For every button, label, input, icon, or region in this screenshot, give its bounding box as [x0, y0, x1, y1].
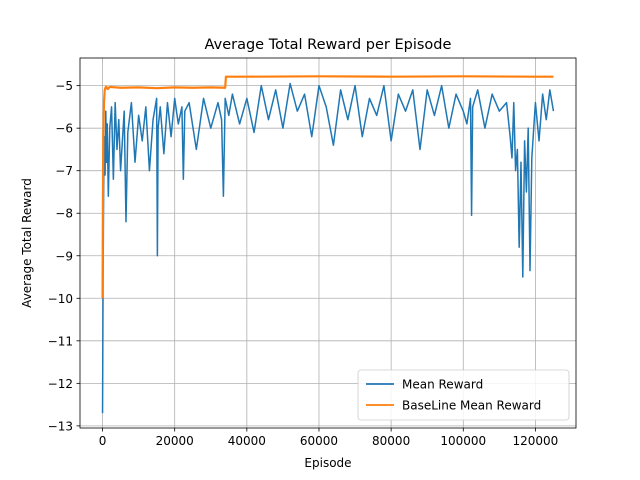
baseline-mean-reward-line	[101, 75, 554, 299]
y-tick-label: −10	[48, 292, 73, 306]
y-axis-label: Average Total Reward	[20, 178, 34, 308]
x-tick-label: 0	[99, 434, 107, 448]
y-tick-label: −7	[55, 164, 73, 178]
legend-box	[357, 369, 570, 421]
x-tick-label: 40000	[228, 434, 266, 448]
axes-frame	[79, 57, 577, 429]
y-tick-label: −11	[48, 334, 73, 348]
y-tick-label: −13	[48, 419, 73, 433]
y-tick-label: −9	[55, 249, 73, 263]
legend-label: Mean Reward	[402, 378, 483, 392]
legend: Mean Reward BaseLine Mean Reward	[357, 369, 570, 421]
x-tick-label: 20000	[156, 434, 194, 448]
x-axis-label: Episode	[304, 456, 351, 470]
y-tick-label: −5	[55, 79, 73, 93]
y-tick-label: −6	[55, 122, 73, 136]
y-tick-label: −12	[48, 377, 73, 391]
series-layer	[101, 75, 555, 414]
y-tick-label: −8	[55, 207, 73, 221]
axes-layer: 0 20000 40000 60000 80000 100000 120000 −13 −12 −…	[48, 57, 577, 448]
x-tick-label: 120000	[513, 434, 559, 448]
grid-layer	[80, 58, 576, 428]
chart-title: Average Total Reward per Episode	[205, 37, 452, 53]
plot-area	[101, 75, 555, 414]
x-tick-label: 80000	[372, 434, 410, 448]
x-tick-label: 100000	[440, 434, 486, 448]
mean-reward-line	[101, 82, 555, 414]
legend-label: BaseLine Mean Reward	[402, 399, 541, 413]
x-tick-label: 60000	[300, 434, 338, 448]
